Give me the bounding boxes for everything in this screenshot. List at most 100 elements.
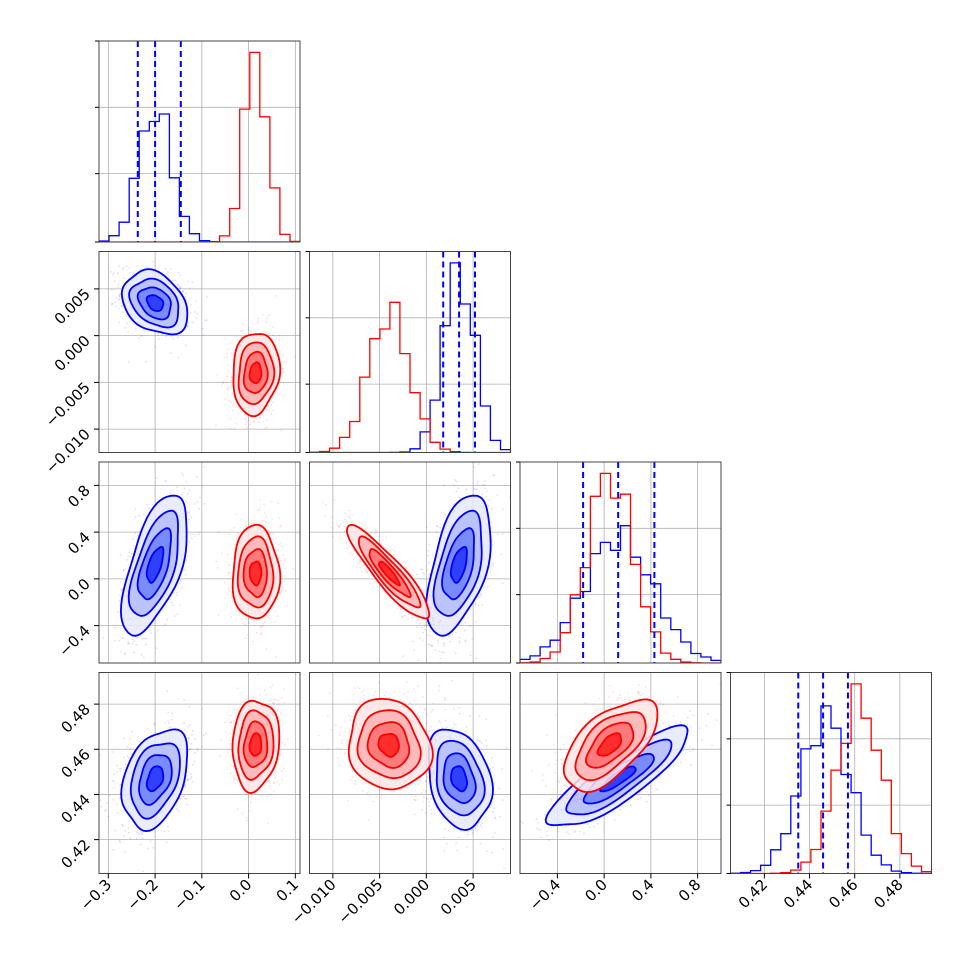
scatter-point (103, 684, 105, 686)
scatter-point (230, 375, 233, 378)
scatter-point (454, 652, 457, 655)
scatter-point (113, 780, 115, 783)
scatter-point (474, 603, 477, 605)
scatter-point (224, 381, 227, 383)
scatter-point (330, 516, 333, 519)
scatter-point (198, 508, 201, 510)
scatter-point (241, 329, 244, 331)
contour-level (145, 545, 165, 584)
scatter-point (366, 571, 368, 574)
scatter-point (454, 479, 456, 481)
scatter-point (188, 511, 191, 513)
scatter-point (342, 520, 345, 523)
scatter-point (145, 638, 148, 640)
scatter-point (181, 795, 184, 798)
scatter-point (133, 545, 136, 548)
scatter-point (141, 837, 144, 840)
scatter-point (241, 614, 244, 617)
scatter-point (233, 543, 236, 545)
scatter-point (231, 376, 234, 379)
scatter-point (168, 727, 171, 729)
scatter-point (270, 413, 273, 415)
scatter-point (496, 494, 499, 497)
scatter-point (281, 589, 284, 592)
scatter-point (187, 511, 190, 514)
scatter-point (348, 509, 351, 512)
scatter-point (481, 493, 483, 495)
scatter-point (132, 538, 134, 541)
scatter-point (385, 536, 387, 538)
contour-level (248, 361, 263, 385)
scatter-point (147, 507, 150, 509)
scatter-point (158, 338, 160, 340)
scatter-point (85, 274, 87, 276)
scatter-point (344, 518, 346, 521)
scatter-point (229, 577, 231, 580)
scatter-point (190, 537, 193, 540)
scatter-point (124, 652, 127, 655)
scatter-point (177, 336, 179, 339)
scatter-point (277, 543, 280, 546)
scatter-point (339, 537, 342, 539)
scatter-point (403, 560, 405, 563)
scatter-point (278, 557, 280, 560)
scatter-point (282, 563, 285, 565)
scatter-point (247, 326, 250, 329)
scatter-point (474, 488, 477, 491)
scatter-point (186, 325, 189, 327)
scatter-point (186, 325, 189, 328)
scatter-point (489, 571, 492, 574)
scatter-point (186, 803, 189, 806)
scatter-point (453, 503, 455, 506)
scatter-point (193, 311, 196, 313)
scatter-point (421, 626, 424, 629)
scatter-point (120, 588, 122, 591)
scatter-point (261, 632, 263, 635)
contour-level (449, 545, 468, 584)
scatter-point (344, 512, 346, 515)
panel-frame (98, 461, 301, 664)
scatter-point (129, 555, 131, 558)
scatter-point (487, 585, 489, 588)
scatter-point (428, 561, 431, 564)
scatter-point (187, 540, 190, 542)
scatter-point (284, 589, 287, 592)
scatter-point (185, 559, 188, 562)
scatter-point (179, 274, 182, 277)
scatter-point (459, 496, 461, 499)
scatter-point (434, 603, 437, 606)
scatter-point (269, 531, 272, 534)
scatter-point (436, 525, 439, 528)
scatter-point (282, 370, 285, 373)
scatter-point (427, 634, 429, 636)
scatter-point (271, 518, 274, 520)
scatter-point (252, 522, 255, 525)
scatter-point (196, 476, 198, 478)
scatter-point (238, 613, 241, 616)
scatter-point (176, 284, 179, 287)
scatter-point (264, 525, 267, 528)
scatter-point (230, 616, 233, 619)
scatter-point (480, 594, 483, 597)
scatter-point (277, 502, 279, 505)
scatter-point (225, 375, 227, 378)
scatter-point (184, 501, 187, 503)
scatter-point (278, 338, 281, 341)
scatter-point (229, 528, 232, 531)
scatter-point (179, 604, 182, 606)
scatter-point (276, 598, 279, 600)
scatter-point (248, 330, 251, 333)
scatter-point (333, 499, 336, 501)
scatter-point (345, 547, 348, 550)
scatter-point (177, 698, 180, 700)
scatter-point (112, 848, 115, 851)
scatter-point (264, 427, 267, 430)
scatter-point (190, 733, 193, 736)
scatter-point (179, 580, 182, 582)
scatter-point (238, 611, 240, 613)
scatter-point (135, 327, 137, 330)
scatter-point (132, 638, 134, 641)
scatter-point (241, 617, 244, 620)
scatter-point (427, 549, 429, 552)
scatter-point (275, 656, 277, 658)
